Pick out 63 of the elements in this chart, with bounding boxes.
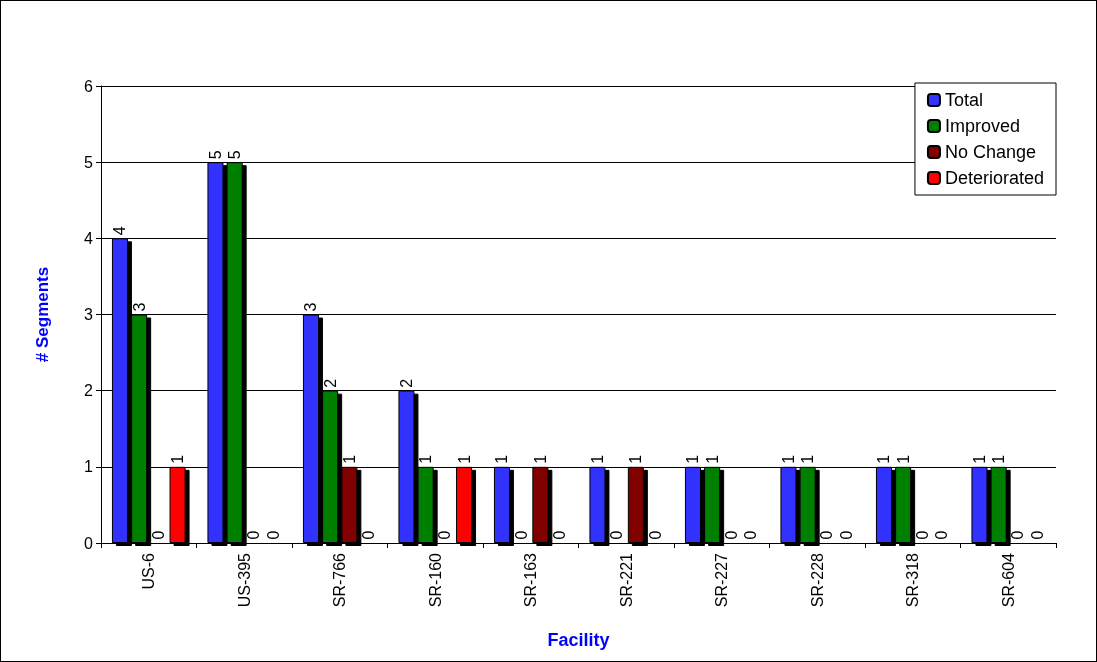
data-label: 1 [417,454,435,464]
y-tick-label: 2 [84,382,94,400]
x-tick-label: SR-160 [426,552,444,608]
x-tick-label: US-6 [140,552,158,590]
data-label: 1 [779,454,797,464]
data-label: 1 [970,454,988,464]
x-axis-title: Facility [547,630,610,650]
data-label: 0 [264,530,282,540]
data-label: 0 [646,530,664,540]
x-tick-label: US-395 [235,552,253,608]
data-label: 1 [340,454,358,464]
x-tick-label: SR-766 [331,552,349,608]
y-axis-title: # Segments [33,266,52,363]
y-tick-label: 4 [84,229,94,247]
legend-label: Total [944,90,983,110]
data-label: 1 [588,454,606,464]
data-label: 0 [1009,530,1027,540]
data-label: 1 [531,454,549,464]
legend-label: No Change [944,142,1037,162]
data-label: 0 [608,530,626,540]
data-label: 3 [302,302,320,312]
data-label: 1 [169,454,187,464]
data-label: 0 [245,530,263,540]
data-label: 1 [894,454,912,464]
data-label: 0 [360,530,378,540]
x-tick-label: SR-227 [713,552,731,608]
data-label: 5 [206,150,224,160]
y-tick-label: 1 [84,458,94,476]
y-tick-label: 6 [84,77,94,95]
data-label: 0 [436,530,454,540]
data-label: 0 [742,530,760,540]
data-label: 0 [1028,530,1046,540]
data-label: 1 [684,454,702,464]
data-label: 2 [397,378,415,388]
data-label: 0 [837,530,855,540]
data-label: 0 [818,530,836,540]
data-label: 1 [703,454,721,464]
data-label: 2 [321,378,339,388]
data-label: 0 [512,530,530,540]
data-label: 4 [111,226,129,236]
data-label: 1 [493,454,511,464]
legend-label: Improved [944,116,1020,136]
data-label: 1 [875,454,893,464]
data-label: 1 [627,454,645,464]
data-label: 1 [799,454,817,464]
x-tick-label: SR-228 [808,552,826,608]
x-tick-label: SR-318 [904,552,922,608]
y-tick-label: 0 [84,534,94,552]
data-label: 5 [226,150,244,160]
y-tick-label: 5 [84,153,94,171]
data-label: 1 [990,454,1008,464]
x-tick-label: SR-221 [617,552,635,608]
data-label: 0 [149,530,167,540]
data-label: 0 [933,530,951,540]
data-label: 0 [913,530,931,540]
y-tick-label: 3 [84,306,94,323]
legend-label: Deteriorated [944,168,1045,188]
data-label: 0 [551,530,569,540]
data-label: 1 [455,454,473,464]
data-label: 0 [722,530,740,540]
x-tick-label: SR-163 [522,552,540,608]
data-label: 3 [130,302,148,312]
x-tick-label: SR-604 [999,552,1017,608]
